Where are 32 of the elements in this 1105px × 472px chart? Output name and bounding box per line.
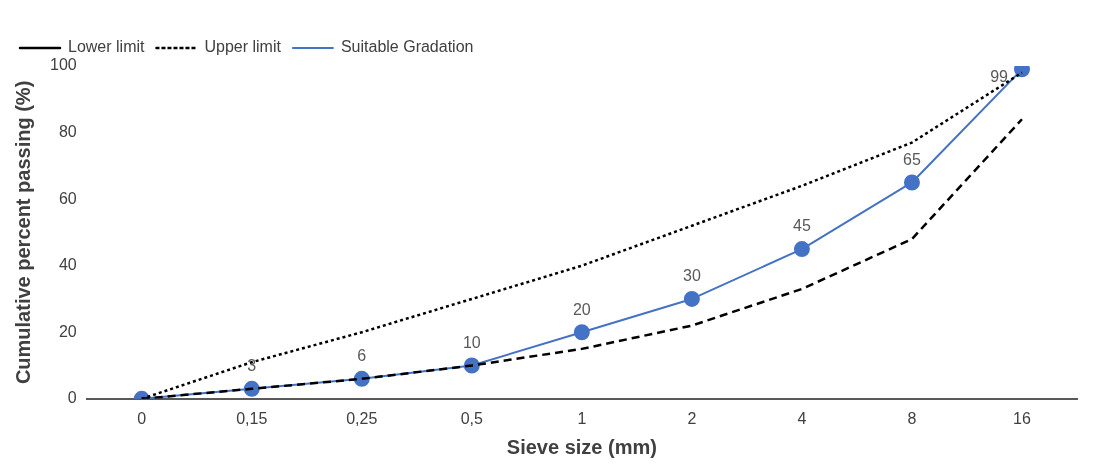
data-label: 6 <box>357 347 367 365</box>
data-label: 65 <box>903 150 921 168</box>
x-axis-title: Sieve size (mm) <box>506 435 657 458</box>
x-tick-label: 0,15 <box>236 409 268 427</box>
point <box>573 324 590 341</box>
point <box>683 290 700 307</box>
x-tick-label: 16 <box>1013 409 1031 427</box>
x-tick-label: 2 <box>687 409 697 427</box>
x-tick-label: 1 <box>577 409 587 427</box>
legend-label: Upper limit <box>204 38 282 56</box>
data-label: 99 <box>990 67 1009 85</box>
y-tick-label: 100 <box>49 56 77 74</box>
x-tick-label: 0,25 <box>346 409 378 427</box>
point <box>793 241 810 258</box>
y-tick-label: 40 <box>58 256 77 274</box>
legend-label: Lower limit <box>68 38 146 56</box>
data-label: 3 <box>247 357 257 375</box>
x-tick-label: 4 <box>797 409 807 427</box>
y-tick-label: 60 <box>58 189 77 207</box>
x-tick-label: 0,5 <box>460 409 484 427</box>
x-tick-label: 0 <box>137 409 147 427</box>
x-tick-label: 8 <box>907 409 917 427</box>
data-label: 10 <box>462 333 481 351</box>
y-tick-label: 80 <box>58 122 77 140</box>
data-label: 20 <box>572 300 591 318</box>
y-tick-label: 20 <box>58 322 77 340</box>
data-label: 45 <box>793 217 811 235</box>
legend-label: Suitable Gradation <box>340 38 474 56</box>
y-axis-title: Cumulative percent passing (%) <box>11 80 34 385</box>
point <box>903 174 920 191</box>
y-tick-label: 0 <box>67 389 77 407</box>
data-label: 30 <box>682 267 701 285</box>
